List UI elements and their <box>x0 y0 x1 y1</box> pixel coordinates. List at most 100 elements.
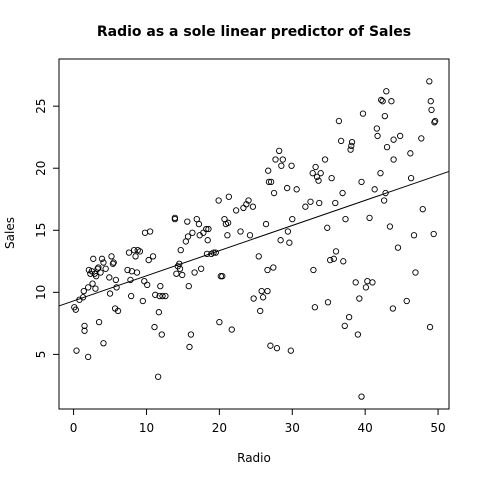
data-point <box>426 78 433 85</box>
data-point <box>265 167 272 174</box>
data-point <box>133 269 141 276</box>
data-point <box>278 162 285 169</box>
data-point <box>407 174 415 182</box>
plot-frame <box>58 58 450 410</box>
data-point <box>162 292 169 300</box>
data-point <box>203 225 210 233</box>
data-point <box>277 237 284 244</box>
data-point <box>125 249 133 256</box>
data-point <box>358 393 365 400</box>
data-point <box>255 253 262 260</box>
data-point <box>173 270 180 277</box>
data-point <box>232 207 240 214</box>
data-point <box>284 228 292 235</box>
data-point <box>250 295 257 302</box>
x-axis-label: Radio <box>237 451 271 465</box>
data-point <box>79 294 87 301</box>
data-point <box>373 125 380 132</box>
data-point <box>288 162 295 169</box>
data-point <box>419 206 426 213</box>
data-point <box>313 173 321 181</box>
data-point <box>219 273 226 280</box>
regression-line <box>58 170 450 307</box>
data-point <box>348 142 355 150</box>
data-point <box>345 314 353 321</box>
y-tick-label: 25 <box>34 99 48 114</box>
data-point <box>342 215 349 223</box>
data-point <box>339 189 346 197</box>
data-point <box>184 233 192 240</box>
data-point <box>257 307 264 315</box>
data-point <box>159 292 166 300</box>
data-point <box>286 239 293 246</box>
data-point <box>265 178 273 186</box>
data-point <box>264 287 271 295</box>
data-point <box>225 193 233 200</box>
data-point <box>81 327 88 334</box>
data-point <box>324 224 331 231</box>
data-point <box>264 266 271 274</box>
data-point <box>412 269 419 276</box>
data-point <box>130 246 138 254</box>
data-point <box>380 197 388 204</box>
data-point <box>332 248 340 255</box>
data-point <box>427 98 434 105</box>
data-point <box>155 309 163 316</box>
data-point <box>284 184 291 192</box>
data-point <box>407 150 414 157</box>
data-point <box>366 214 373 222</box>
data-point <box>279 156 286 163</box>
data-point <box>328 174 335 182</box>
data-point <box>267 178 275 186</box>
data-point <box>203 250 211 258</box>
data-point <box>317 170 324 177</box>
data-point <box>110 259 117 266</box>
data-point <box>381 112 389 120</box>
data-point <box>332 199 339 207</box>
data-point <box>378 96 385 104</box>
data-point <box>383 143 391 151</box>
data-point <box>341 322 348 329</box>
data-point <box>108 253 115 260</box>
data-point <box>362 284 370 291</box>
data-point <box>390 156 397 163</box>
data-point <box>359 110 367 117</box>
data-point <box>358 178 365 186</box>
data-point <box>215 197 222 204</box>
data-point <box>388 98 395 105</box>
x-tick-label: 10 <box>139 421 154 435</box>
data-point <box>89 280 96 287</box>
data-point <box>379 98 386 105</box>
data-point <box>259 294 267 301</box>
data-point <box>403 297 410 305</box>
data-point <box>204 237 211 244</box>
data-point <box>262 220 270 228</box>
data-point <box>316 199 323 207</box>
data-point <box>98 255 106 262</box>
data-point <box>139 297 146 305</box>
data-point <box>177 246 184 254</box>
data-point <box>185 282 192 290</box>
data-point <box>195 220 203 228</box>
data-point <box>397 132 404 140</box>
data-point <box>430 230 437 238</box>
data-point <box>109 260 117 267</box>
data-point <box>216 318 223 326</box>
y-tick-label: 10 <box>34 285 48 300</box>
data-point <box>212 249 219 256</box>
data-point <box>270 264 277 271</box>
data-point <box>389 305 397 312</box>
data-point <box>327 256 334 264</box>
data-point <box>141 229 149 236</box>
data-point <box>293 186 300 193</box>
data-point <box>187 331 195 338</box>
data-point <box>431 117 439 125</box>
data-point <box>289 215 296 223</box>
data-point <box>157 282 164 290</box>
data-point <box>136 248 144 255</box>
data-point <box>224 219 232 226</box>
data-point <box>179 271 186 279</box>
data-point <box>93 273 100 280</box>
data-point <box>85 353 92 361</box>
